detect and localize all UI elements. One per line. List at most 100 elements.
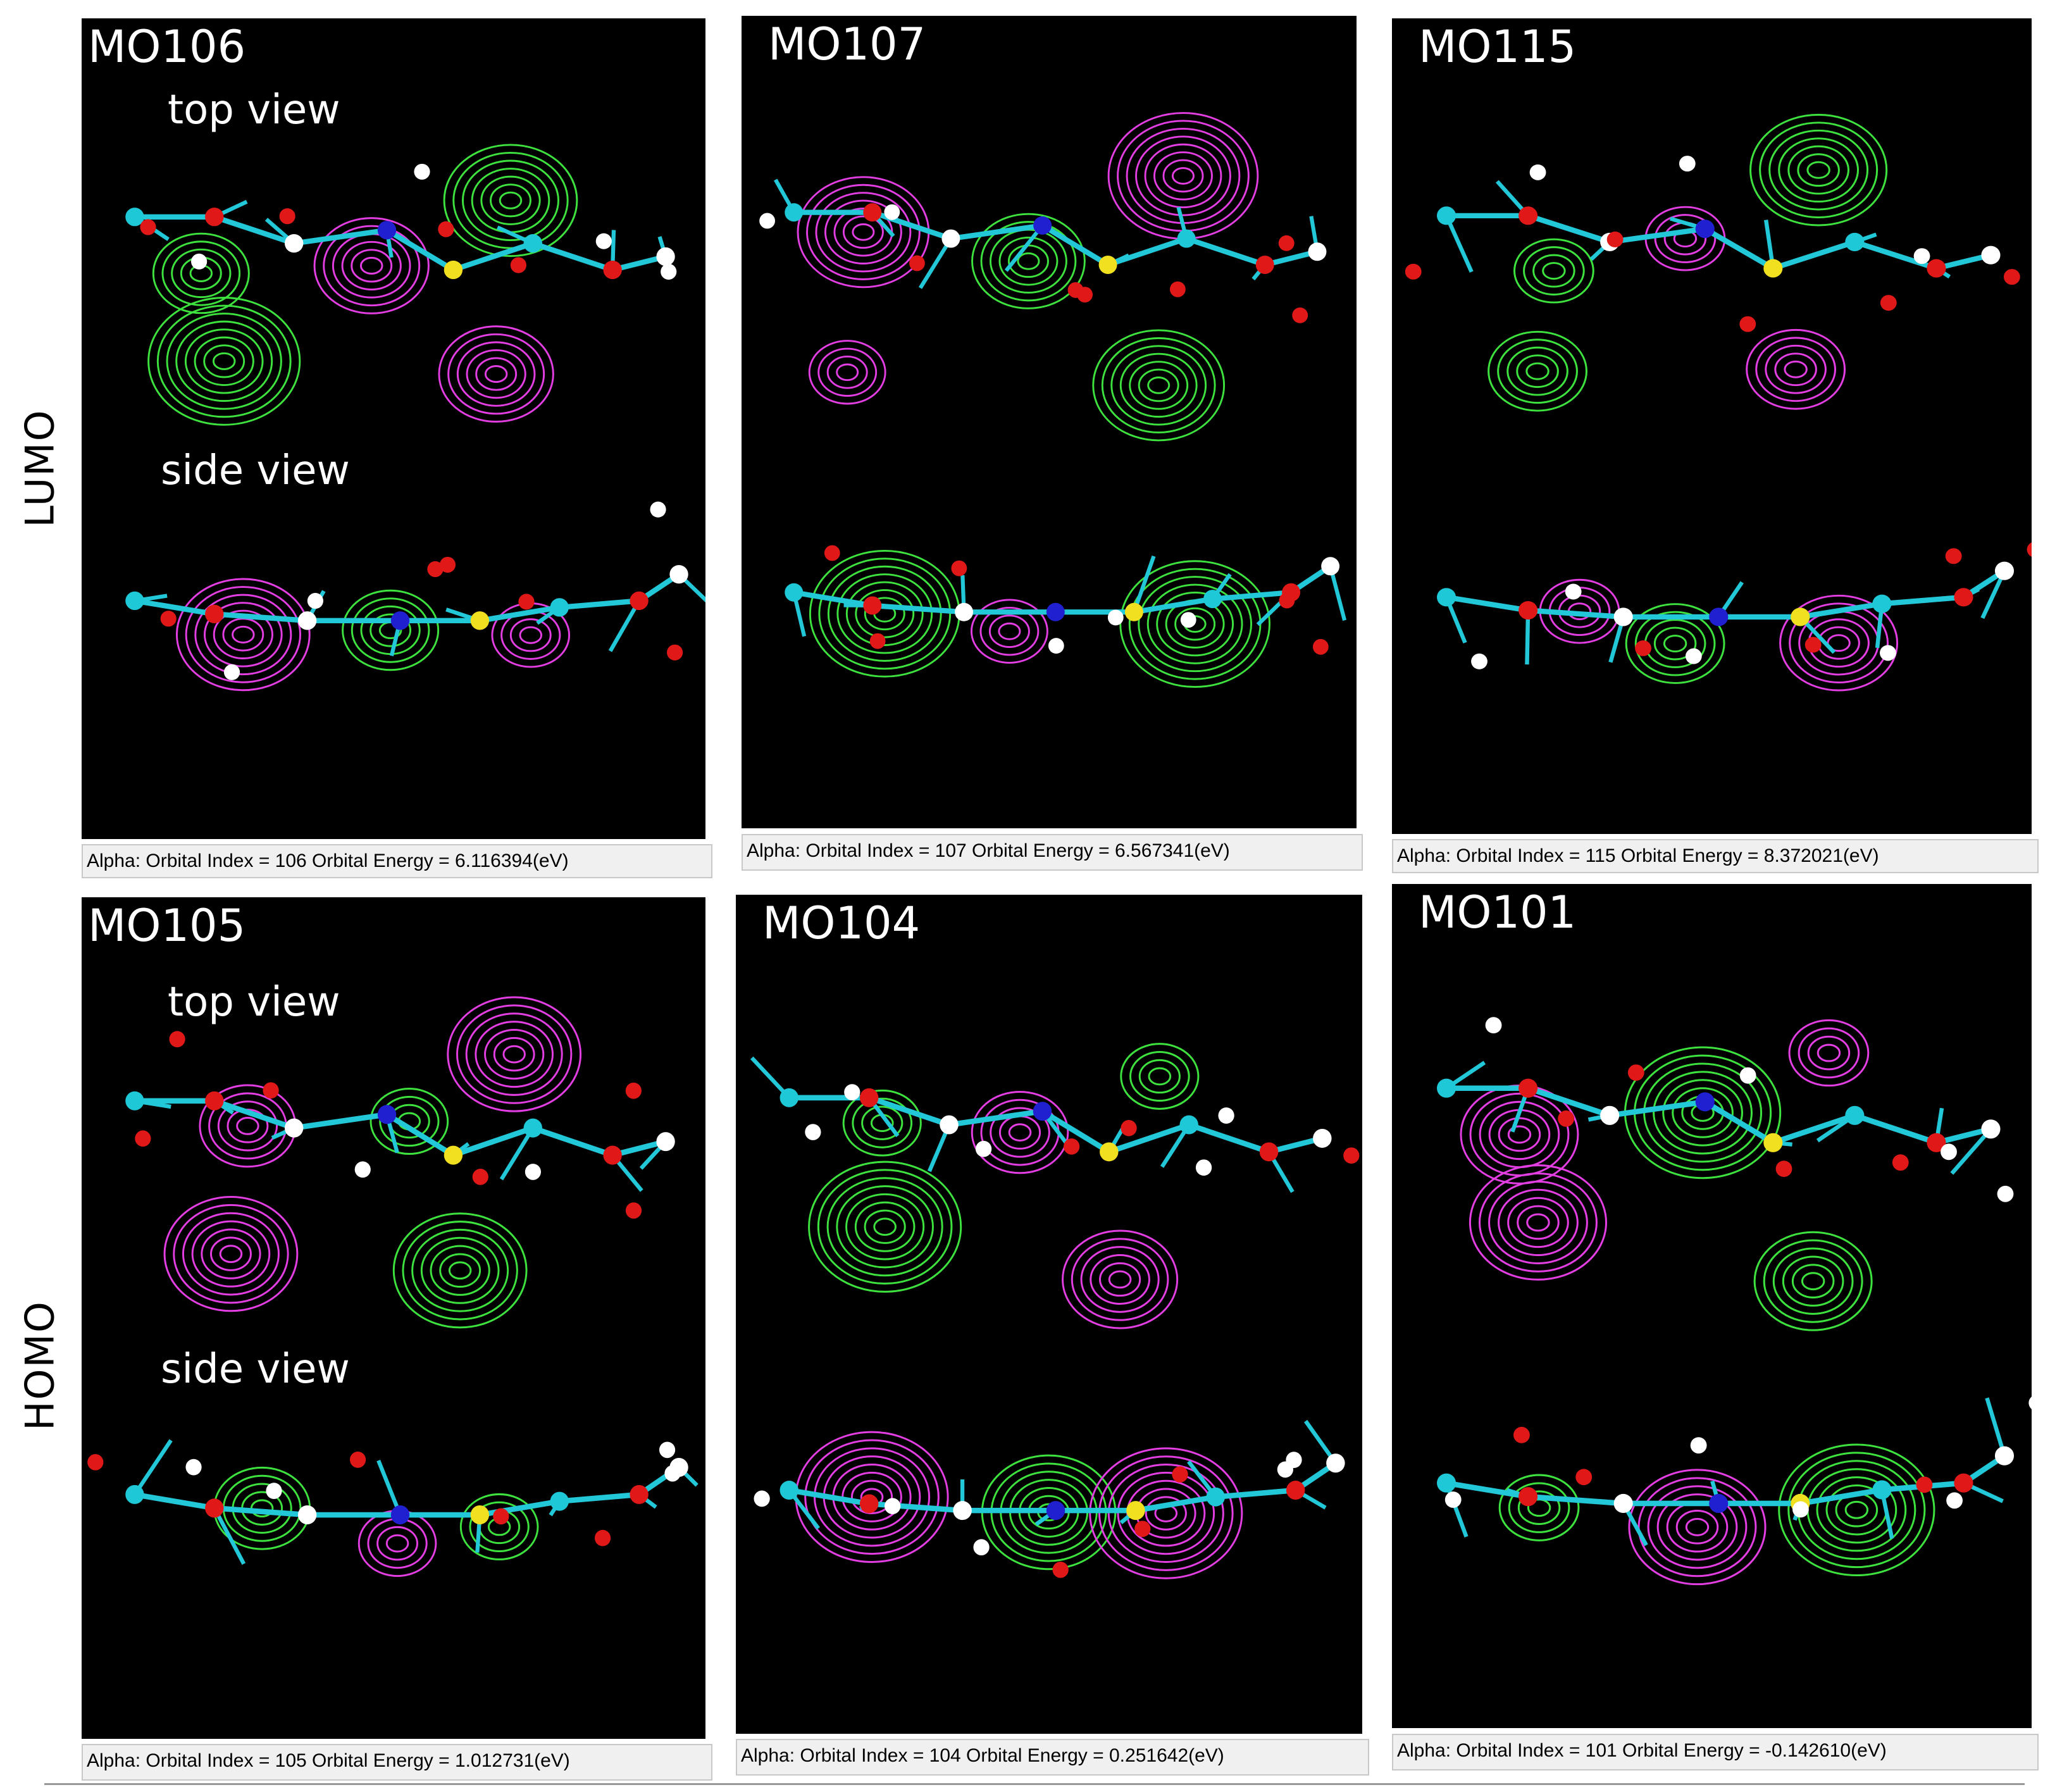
atom bbox=[279, 208, 295, 225]
atom bbox=[125, 1091, 144, 1111]
contour bbox=[1017, 252, 1040, 270]
atom bbox=[1994, 1446, 2015, 1465]
atom bbox=[1775, 1160, 1792, 1178]
contour bbox=[1162, 159, 1204, 193]
bond bbox=[1799, 1487, 1883, 1507]
atom bbox=[754, 1490, 770, 1507]
contour bbox=[808, 340, 886, 405]
row-label: HOMO bbox=[16, 1300, 63, 1431]
contour bbox=[1532, 254, 1575, 288]
panel-title: MO104 bbox=[762, 897, 921, 949]
atom bbox=[1941, 1143, 1957, 1160]
atom bbox=[869, 633, 886, 649]
bond bbox=[1185, 236, 1266, 268]
bond bbox=[213, 214, 295, 246]
atom bbox=[779, 1088, 798, 1107]
bond bbox=[499, 1126, 535, 1181]
atom bbox=[824, 545, 840, 561]
atom bbox=[1981, 1119, 2001, 1139]
contour bbox=[852, 223, 875, 241]
atom bbox=[414, 163, 430, 180]
contour bbox=[175, 320, 273, 402]
contour bbox=[1653, 626, 1697, 661]
atom bbox=[1292, 307, 1308, 323]
contour bbox=[1542, 262, 1566, 280]
contour bbox=[1138, 368, 1179, 402]
contour bbox=[313, 217, 430, 314]
atom bbox=[844, 1084, 860, 1100]
contour bbox=[842, 215, 884, 249]
atom bbox=[975, 1140, 992, 1157]
atom bbox=[444, 260, 463, 280]
atom bbox=[470, 611, 490, 630]
contour bbox=[998, 1115, 1041, 1150]
atom bbox=[1739, 1067, 1756, 1084]
atom bbox=[1954, 1473, 1973, 1493]
bond bbox=[1772, 239, 1856, 271]
contour bbox=[185, 586, 302, 683]
contour bbox=[998, 237, 1059, 286]
contour bbox=[509, 618, 552, 652]
contour bbox=[171, 248, 232, 299]
atom bbox=[1321, 557, 1340, 576]
contour bbox=[152, 232, 250, 314]
bond bbox=[1041, 223, 1110, 268]
contour bbox=[461, 159, 559, 241]
bond bbox=[1609, 226, 1706, 245]
atom bbox=[594, 1529, 611, 1546]
bond bbox=[559, 598, 640, 611]
atom bbox=[523, 1118, 542, 1138]
contour bbox=[1625, 603, 1725, 684]
contour bbox=[854, 1201, 916, 1252]
contour bbox=[1497, 339, 1578, 404]
contour bbox=[1469, 1092, 1570, 1177]
contour bbox=[1801, 1272, 1825, 1291]
atom bbox=[354, 1161, 371, 1178]
atom bbox=[863, 203, 882, 222]
contour bbox=[1763, 1239, 1863, 1323]
energy-caption: Alpha: Orbital Index = 115 Orbital Energ… bbox=[1392, 839, 2039, 873]
atom bbox=[444, 1145, 463, 1165]
contour bbox=[1174, 607, 1216, 641]
contour bbox=[1119, 352, 1198, 418]
atom bbox=[1124, 602, 1143, 621]
contour bbox=[1765, 344, 1827, 394]
atom bbox=[1709, 1493, 1729, 1514]
contour bbox=[1525, 362, 1550, 380]
contour bbox=[1138, 1059, 1181, 1094]
energy-caption: Alpha: Orbital Index = 105 Orbital Energ… bbox=[82, 1744, 712, 1781]
atom bbox=[1685, 648, 1702, 664]
contour bbox=[475, 1021, 554, 1088]
atom bbox=[2027, 542, 2032, 557]
bond bbox=[872, 602, 964, 615]
contour bbox=[351, 597, 430, 663]
contour bbox=[502, 1045, 526, 1064]
atom bbox=[125, 208, 144, 227]
contour bbox=[1146, 583, 1243, 664]
row-label: LUMO bbox=[16, 409, 63, 528]
contour bbox=[1171, 167, 1195, 185]
contour bbox=[1772, 1247, 1854, 1315]
atom bbox=[1286, 1452, 1302, 1468]
orbital-panel: MO104 bbox=[736, 895, 1362, 1734]
atom bbox=[125, 591, 144, 611]
orbital-render bbox=[750, 1043, 1360, 1579]
bond bbox=[133, 1439, 173, 1496]
contour bbox=[1798, 1027, 1860, 1079]
contour bbox=[217, 1100, 278, 1152]
contour bbox=[1156, 591, 1234, 657]
atom bbox=[785, 583, 804, 602]
contour bbox=[988, 614, 1030, 648]
contour bbox=[1817, 1043, 1841, 1062]
contour bbox=[808, 1160, 962, 1293]
atom bbox=[630, 591, 649, 611]
contour bbox=[1092, 329, 1226, 442]
contour bbox=[1090, 1254, 1150, 1305]
atom bbox=[1485, 1017, 1502, 1034]
orbital-panel: MO105 top view side view bbox=[82, 897, 705, 1739]
atom bbox=[1695, 220, 1715, 239]
contour bbox=[456, 1004, 573, 1104]
contour bbox=[861, 1105, 904, 1140]
atom bbox=[630, 1484, 649, 1504]
contour bbox=[173, 1204, 289, 1304]
